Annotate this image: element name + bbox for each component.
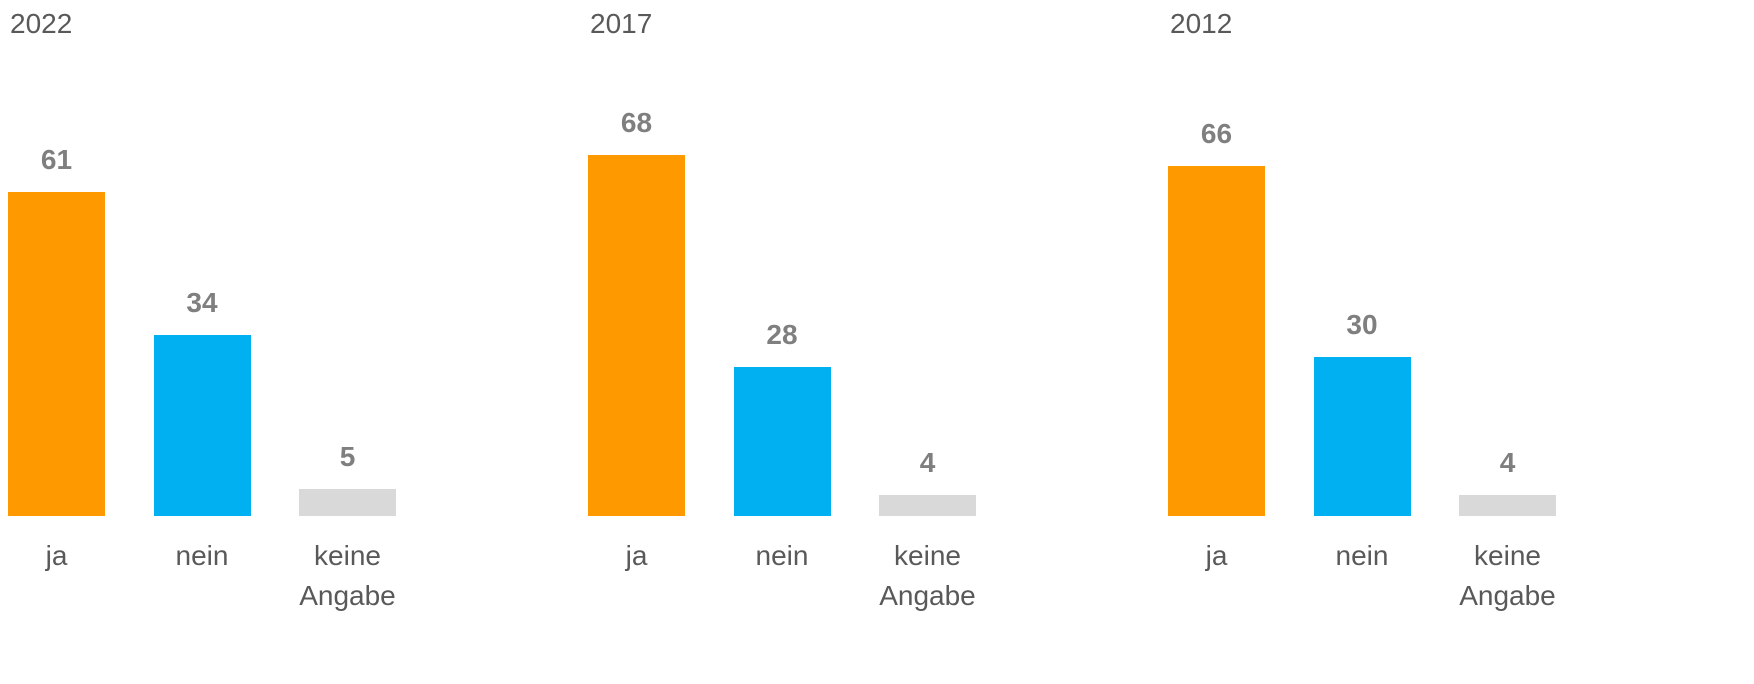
value-label: 68 bbox=[620, 106, 653, 138]
bar bbox=[1168, 165, 1265, 516]
value-label: 4 bbox=[919, 446, 936, 478]
value-label: 61 bbox=[40, 144, 73, 176]
category-label: keine Angabe bbox=[299, 540, 396, 611]
bar bbox=[588, 154, 685, 516]
category-label: keine Angabe bbox=[1459, 540, 1556, 611]
value-label: 4 bbox=[1499, 446, 1516, 478]
category-label: nein bbox=[1335, 540, 1389, 571]
category-label: nein bbox=[755, 540, 809, 571]
chart-title: 2012 bbox=[1170, 8, 1233, 39]
bar bbox=[879, 494, 976, 516]
bar bbox=[733, 367, 831, 516]
category-label: ja bbox=[1205, 540, 1228, 571]
chart-title: 2017 bbox=[590, 8, 653, 39]
value-label: 5 bbox=[339, 441, 356, 473]
bar bbox=[1313, 356, 1411, 516]
bar bbox=[8, 192, 105, 516]
value-label: 66 bbox=[1200, 117, 1233, 149]
category-label: ja bbox=[45, 540, 68, 571]
bar bbox=[299, 489, 396, 516]
bar bbox=[153, 335, 251, 516]
category-label: ja bbox=[625, 540, 648, 571]
value-label: 28 bbox=[766, 319, 798, 351]
category-label: keine Angabe bbox=[879, 540, 976, 611]
value-label: 30 bbox=[1346, 308, 1378, 340]
bar bbox=[1459, 494, 1556, 516]
value-label: 34 bbox=[186, 287, 218, 319]
category-label: nein bbox=[175, 540, 229, 571]
chart-title: 2022 bbox=[10, 8, 73, 39]
